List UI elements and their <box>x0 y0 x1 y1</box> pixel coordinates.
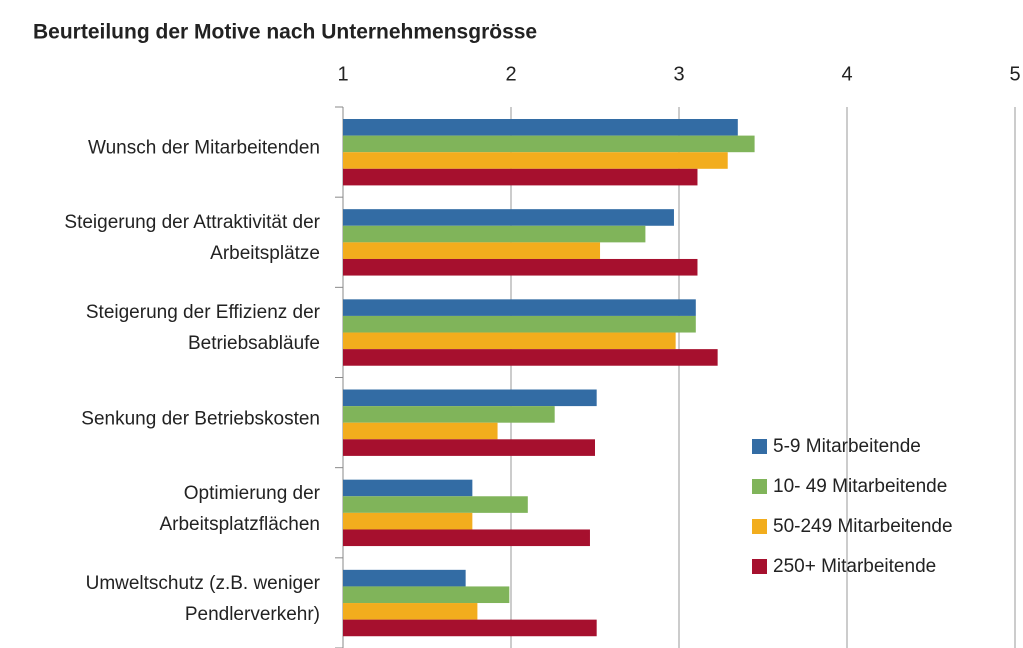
x-tick-label: 2 <box>505 63 516 85</box>
bar <box>343 119 738 136</box>
bar <box>343 479 473 497</box>
bar <box>343 603 478 620</box>
bar <box>343 152 728 169</box>
bar <box>343 315 696 333</box>
x-tick-label: 4 <box>841 63 852 85</box>
legend-label: 5-9 Mitarbeitende <box>773 436 921 457</box>
legend-label: 50-249 Mitarbeitende <box>773 516 953 537</box>
legend-swatch <box>752 439 767 454</box>
bar <box>343 406 555 423</box>
bar <box>343 512 473 530</box>
legend-label: 250+ Mitarbeitende <box>773 556 936 577</box>
bar <box>343 619 597 637</box>
legend-label: 10- 49 Mitarbeitende <box>773 476 947 497</box>
bar <box>343 569 466 587</box>
x-tick-label: 3 <box>673 63 684 85</box>
y-tick-label: Wunsch der Mitarbeitenden <box>88 137 320 159</box>
bar <box>343 299 696 316</box>
y-tick-label: Optimierung der Arbeitsplatzflächen <box>159 482 320 535</box>
bar <box>343 422 498 440</box>
bar <box>343 496 528 513</box>
bar <box>343 332 676 350</box>
y-tick-label: Umweltschutz (z.B. weniger Pendlerverkeh… <box>85 572 320 625</box>
bar <box>343 209 674 226</box>
y-tick-label: Senkung der Betriebskosten <box>81 408 320 430</box>
legend-swatch <box>752 519 767 534</box>
bar <box>343 258 698 276</box>
bar <box>343 389 597 407</box>
bar <box>343 168 698 186</box>
x-tick-label: 5 <box>1009 63 1020 85</box>
y-tick-label: Steigerung der Effizienz der Betriebsabl… <box>85 302 320 355</box>
bar <box>343 439 595 456</box>
y-tick-label: Steigerung der Attraktivität der Arbeits… <box>64 212 320 265</box>
legend-swatch <box>752 479 767 494</box>
bar <box>343 242 601 259</box>
bar <box>343 586 510 604</box>
bar <box>343 529 590 547</box>
x-tick-label: 1 <box>337 63 348 85</box>
bar <box>343 225 646 243</box>
legend-swatch <box>752 559 767 574</box>
chart-title: Beurteilung der Motive nach Unternehmens… <box>33 21 537 44</box>
bar <box>343 349 718 366</box>
bar <box>343 135 755 153</box>
